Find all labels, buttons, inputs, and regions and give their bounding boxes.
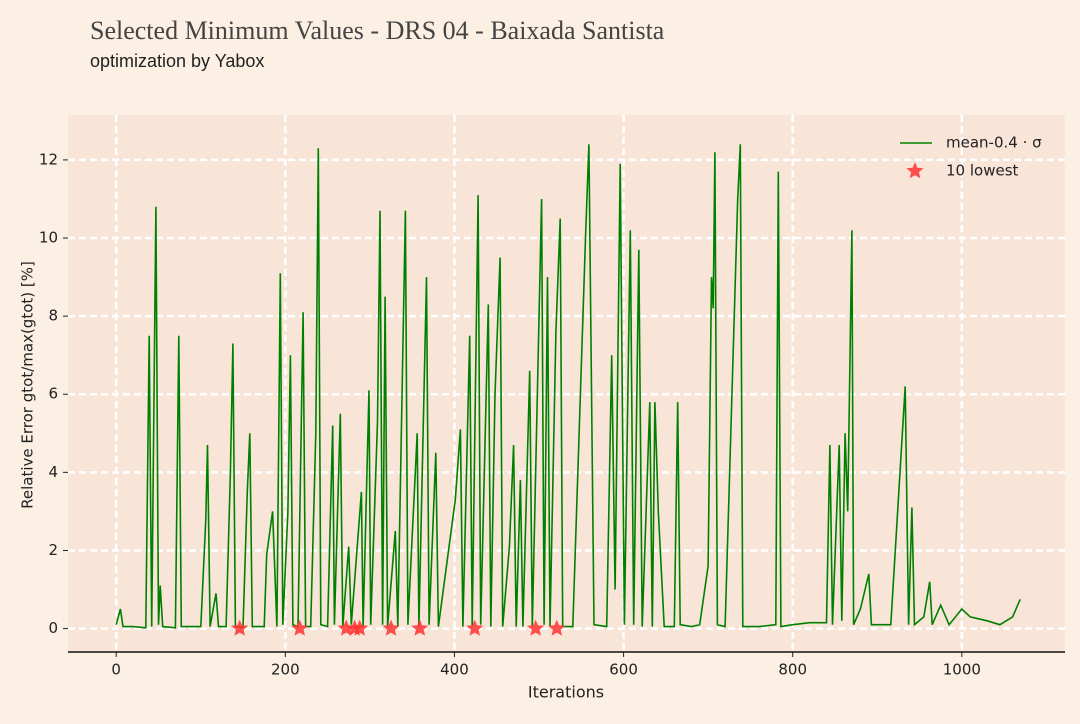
star-marker bbox=[548, 619, 566, 636]
x-tick-label: 600 bbox=[609, 661, 638, 679]
plot-area bbox=[68, 115, 1065, 652]
y-axis-label: Relative Error gtot/max(gtot) [%] bbox=[19, 261, 37, 509]
x-tick-label: 200 bbox=[271, 661, 300, 679]
legend-marker bbox=[906, 162, 924, 179]
data-line bbox=[115, 144, 1021, 629]
star-marker bbox=[382, 619, 400, 636]
y-tick-label: 10 bbox=[39, 229, 58, 247]
legend-label: 10 lowest bbox=[946, 162, 1019, 180]
star-marker bbox=[466, 619, 484, 636]
chart-title: Selected Minimum Values - DRS 04 - Baixa… bbox=[90, 16, 665, 45]
y-tick-label: 8 bbox=[48, 307, 58, 325]
y-tick-label: 6 bbox=[48, 385, 58, 403]
y-tick-label: 0 bbox=[48, 619, 58, 637]
star-marker bbox=[527, 619, 545, 636]
x-tick-label: 800 bbox=[778, 661, 807, 679]
star-marker bbox=[351, 619, 369, 636]
star-marker bbox=[231, 619, 249, 636]
y-tick-label: 2 bbox=[48, 541, 58, 559]
star-marker bbox=[291, 619, 309, 636]
x-axis-label: Iterations bbox=[528, 683, 604, 702]
y-tick-label: 12 bbox=[39, 150, 58, 168]
y-tick-label: 4 bbox=[48, 463, 58, 481]
chart-subtitle: optimization by Yabox bbox=[90, 51, 264, 71]
x-tick-label: 0 bbox=[111, 661, 121, 679]
x-tick-label: 400 bbox=[440, 661, 469, 679]
x-tick-label: 1000 bbox=[943, 661, 981, 679]
legend-label: mean-0.4 · σ bbox=[946, 134, 1042, 152]
star-marker bbox=[411, 619, 429, 636]
